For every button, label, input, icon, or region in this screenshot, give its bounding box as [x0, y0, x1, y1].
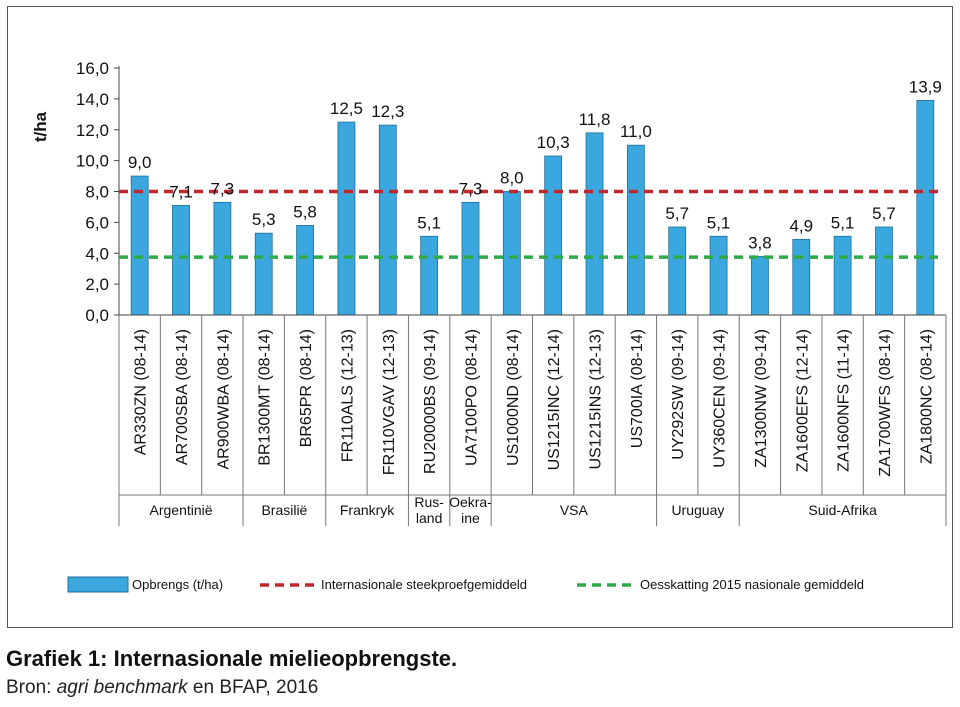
legend-swatch-bars	[67, 576, 129, 593]
data-label: 5,1	[707, 213, 731, 232]
group-label: land	[416, 510, 442, 526]
bar	[792, 238, 811, 316]
bar	[916, 100, 935, 316]
data-label: 9,0	[128, 153, 152, 172]
group-label: Uruguay	[671, 502, 724, 518]
data-label: 5,8	[293, 202, 317, 221]
group-label: Suid-Afrika	[808, 502, 877, 518]
bar	[626, 144, 645, 316]
bar	[751, 255, 769, 316]
category-label: AR330ZN (08-14)	[133, 329, 150, 455]
category-label: AR900WBA (08-14)	[215, 329, 232, 470]
data-label: 7,3	[459, 179, 483, 198]
bar	[296, 225, 314, 316]
y-tick-label: 8,0	[85, 183, 109, 202]
bar	[337, 121, 356, 316]
y-axis-label: t/ha	[31, 111, 50, 142]
data-label: 5,3	[252, 210, 276, 229]
bar	[420, 235, 439, 316]
source-prefix: Bron:	[6, 677, 57, 698]
bar	[709, 235, 728, 316]
group-label: ine	[461, 510, 480, 526]
category-label: US1215INS (12-13)	[588, 329, 605, 470]
group-label: Argentinië	[150, 502, 213, 518]
category-label: UY292SW (09-14)	[670, 329, 687, 460]
y-tick-label: 0,0	[85, 306, 109, 325]
category-label: FR110VGAV (12-13)	[381, 329, 398, 475]
data-label: 5,1	[417, 213, 441, 232]
y-tick-label: 6,0	[85, 213, 109, 232]
y-tick-label: 14,0	[76, 90, 109, 109]
data-label: 5,7	[665, 204, 689, 223]
bar	[254, 232, 273, 316]
category-label: ZA1700WFS (08-14)	[877, 329, 894, 477]
category-label: BR1300MT (08-14)	[257, 329, 274, 466]
group-label: Rus-	[414, 494, 444, 510]
source-suffix: en BFAP, 2016	[187, 677, 319, 698]
data-label: 8,0	[500, 169, 524, 188]
group-label: Oekra-	[449, 494, 492, 510]
data-label: 12,5	[330, 99, 363, 118]
bar	[875, 226, 893, 316]
y-tick-label: 12,0	[76, 121, 109, 140]
bar	[172, 204, 190, 316]
y-tick-label: 4,0	[85, 244, 109, 263]
y-tick-label: 2,0	[85, 275, 109, 294]
bar	[668, 226, 687, 316]
bar	[544, 155, 563, 316]
legend-label-reference-0: Internasionale steekproefgemiddeld	[321, 577, 527, 592]
data-label: 7,1	[169, 182, 193, 201]
y-tick-label: 10,0	[76, 152, 109, 171]
data-label: 5,7	[872, 204, 896, 223]
category-label: ZA1600NFS (11-14)	[836, 329, 853, 472]
bar	[585, 132, 604, 316]
data-label: 4,9	[789, 216, 813, 235]
data-label: 13,9	[909, 77, 942, 96]
data-label: 3,8	[748, 233, 772, 252]
category-label: ZA1300NW (09-14)	[753, 329, 770, 468]
source-italic: agri benchmark	[56, 677, 188, 698]
figure-caption-source: Bron: agri benchmark en BFAP, 2016	[6, 677, 318, 699]
data-label: 11,8	[579, 110, 611, 129]
category-label: UY360CEN (09-14)	[712, 329, 729, 468]
group-label: Brasilië	[261, 502, 307, 518]
group-label: Frankryk	[340, 502, 395, 518]
legend-label-bars: Opbrengs (t/ha)	[132, 577, 223, 592]
category-label: AR700SBA (08-14)	[174, 329, 191, 465]
data-label: 5,1	[831, 213, 855, 232]
category-label: US1000ND (08-14)	[505, 329, 522, 466]
category-label: RU20000BS (09-14)	[422, 329, 439, 474]
category-label: FR110ALS (12-13)	[339, 329, 356, 462]
category-label: US1215INC (12-14)	[546, 329, 563, 470]
legend-label-reference-1: Oesskatting 2015 nasionale gemiddeld	[640, 577, 864, 592]
category-label: ZA1800NC (08-14)	[918, 329, 935, 464]
bar	[502, 191, 521, 316]
data-label: 12,3	[371, 102, 404, 121]
group-label: VSA	[560, 502, 589, 518]
category-label: US700IA (08-14)	[629, 329, 646, 448]
figure-caption-title: Grafiek 1: Internasionale mielieopbrengs…	[6, 646, 458, 671]
category-label: UA7100PO (08-14)	[463, 329, 480, 466]
category-label: ZA1600EFS (12-14)	[794, 329, 811, 472]
bar	[130, 175, 149, 316]
data-label: 11,0	[620, 122, 652, 141]
y-tick-label: 16,0	[76, 59, 109, 78]
data-label: 10,3	[537, 133, 570, 152]
bar	[833, 235, 852, 316]
category-label: BR65PR (08-14)	[298, 329, 315, 447]
data-label: 7,3	[211, 179, 235, 198]
chart-frame: 0,0 2,0 4,0 6,0 8,0 10,0 12,0 14,0 16,0 t/ha 9,0 7,…	[7, 6, 953, 628]
bar	[378, 124, 397, 316]
bar-chart: 0,0 2,0 4,0 6,0 8,0 10,0 12,0 14,0 16,0 t/ha 9,0 7,…	[31, 59, 947, 593]
